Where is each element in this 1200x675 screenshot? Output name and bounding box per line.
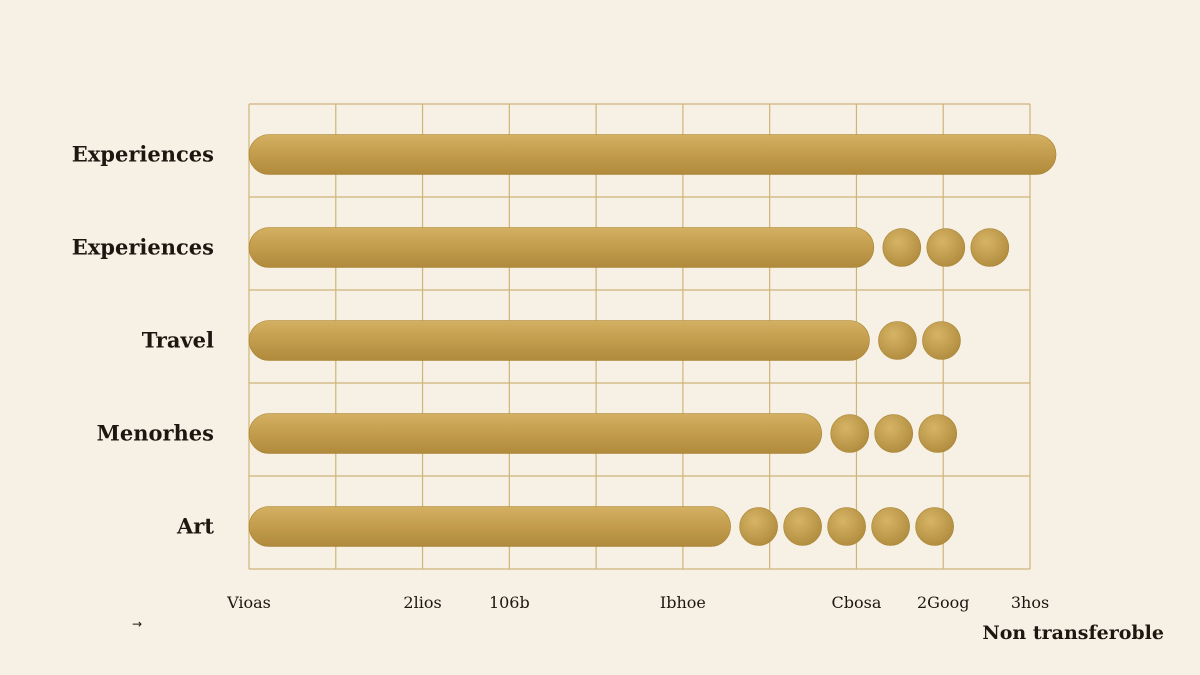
- bar: [248, 506, 731, 547]
- category-label: Menorhes: [97, 421, 214, 446]
- x-tick-label: 106b: [489, 593, 530, 612]
- bar: [248, 134, 1057, 175]
- arrow-annotation: →: [132, 617, 143, 631]
- dot-marker: [922, 321, 961, 360]
- dot-marker: [871, 507, 910, 546]
- dot-marker: [915, 507, 954, 546]
- x-tick-labels: Vioas 2lios 106b Ibhoe Cbosa 2Goog 3hos: [226, 593, 1049, 612]
- bars: [248, 134, 1057, 547]
- dot-marker: [739, 507, 778, 546]
- dot-marker: [783, 507, 822, 546]
- x-tick-label: 2lios: [403, 593, 441, 612]
- x-axis-title: Non transferoble: [982, 622, 1164, 644]
- x-tick-label: Cbosa: [832, 593, 882, 612]
- category-labels: Experiences Experiences Travel Menorhes Art: [72, 142, 215, 539]
- x-tick-label: Vioas: [226, 593, 271, 612]
- dot-marker: [926, 228, 966, 267]
- bar: [248, 320, 870, 361]
- bar: [248, 227, 875, 268]
- dot-marker: [878, 321, 917, 360]
- x-tick-label: Ibhoe: [660, 593, 706, 612]
- category-label: Travel: [142, 328, 214, 353]
- dot-marker: [874, 414, 914, 453]
- x-tick-label: 2Goog: [917, 593, 969, 612]
- dot-marker: [827, 507, 866, 546]
- category-label: Experiences: [72, 235, 214, 260]
- category-label: Experiences: [72, 142, 214, 167]
- dot-marker: [970, 228, 1010, 267]
- dot-marker: [882, 228, 922, 267]
- dot-marker: [830, 414, 870, 453]
- bar: [248, 413, 823, 454]
- category-label: Art: [176, 514, 214, 539]
- dot-marker: [918, 414, 958, 453]
- x-tick-label: 3hos: [1011, 593, 1049, 612]
